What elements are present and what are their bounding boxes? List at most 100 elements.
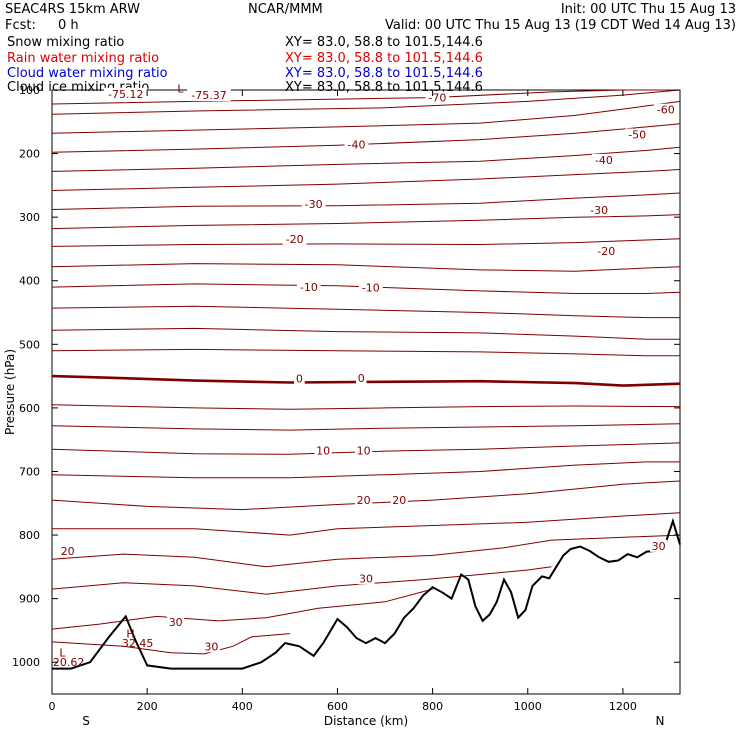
contour-label: -75.37 bbox=[191, 89, 226, 102]
contour-label-background bbox=[282, 232, 307, 245]
contour-line-12 bbox=[51, 327, 680, 340]
contour-label: -30 bbox=[590, 204, 608, 217]
contour-line-16 bbox=[51, 423, 681, 431]
extremum-label: L bbox=[177, 83, 184, 96]
y-tick-label: 800 bbox=[19, 529, 40, 542]
x-axis: 0 200 400 600 800 1000 1200 bbox=[49, 90, 637, 713]
plot-frame bbox=[51, 89, 681, 695]
contour-label-background bbox=[653, 103, 678, 116]
contour-line-6 bbox=[51, 192, 681, 210]
contour-label: -20 bbox=[597, 245, 615, 258]
field-snow-xy: XY= 83.0, 58.8 to 101.5,144.6 bbox=[285, 35, 483, 50]
contour-label-background bbox=[649, 539, 668, 552]
contour-label: 20 bbox=[392, 494, 406, 507]
terrain-line bbox=[52, 517, 681, 670]
contour-label-background bbox=[187, 89, 231, 102]
y-tick-label: 700 bbox=[19, 465, 40, 478]
contour-label: -30 bbox=[305, 198, 323, 211]
contour-label-background bbox=[425, 91, 450, 104]
contour-label: -10 bbox=[362, 282, 380, 295]
field-rain-xy: XY= 83.0, 58.8 to 101.5,144.6 bbox=[285, 51, 483, 66]
contour-line-17 bbox=[51, 442, 681, 455]
contour-label: -50 bbox=[628, 129, 646, 142]
init-time: Init: 00 UTC Thu 15 Aug 13 bbox=[560, 2, 736, 17]
y-tick-label: 1000 bbox=[12, 656, 40, 669]
contour-label-background bbox=[358, 281, 383, 294]
contour-label: 30 bbox=[169, 616, 183, 629]
x-end-label-right: N bbox=[656, 714, 665, 728]
contour-label-background bbox=[591, 153, 616, 166]
y-tick-label: 400 bbox=[19, 275, 40, 288]
contour-label-background bbox=[355, 494, 373, 507]
x-axis-title: Distance (km) bbox=[324, 714, 408, 728]
x-tick-label: 600 bbox=[327, 700, 348, 713]
contour-label: 10 bbox=[357, 444, 371, 457]
contour-line-0 bbox=[51, 89, 680, 105]
contour-label-background bbox=[587, 204, 612, 217]
contour-line-3 bbox=[51, 123, 681, 153]
terrain-layer bbox=[52, 517, 681, 670]
contour-label: 0 bbox=[296, 373, 303, 386]
y-tick-label: 500 bbox=[19, 338, 40, 351]
x-end-label-left: S bbox=[82, 714, 90, 728]
contour-label-background bbox=[625, 128, 650, 141]
contour-label-background bbox=[355, 372, 367, 385]
contour-label: 10 bbox=[316, 444, 330, 457]
contour-label-background bbox=[59, 544, 77, 557]
contour-line-1 bbox=[51, 89, 681, 115]
contour-line-21 bbox=[51, 534, 681, 568]
contour-label: 0 bbox=[358, 372, 365, 385]
extremum-label: 32.45 bbox=[122, 637, 154, 650]
field-cloudwater-name: Cloud water mixing ratio bbox=[7, 66, 168, 81]
x-tick-label: 1200 bbox=[609, 700, 637, 713]
x-tick-label: 800 bbox=[422, 700, 443, 713]
contour-line-2 bbox=[51, 100, 681, 134]
contour-label: -20 bbox=[286, 233, 304, 246]
contour-label-layer: -75.12 -75.37 -70 -60 -50 -40 -40 -30 -30 -20 -20 -… bbox=[53, 83, 678, 669]
contour-line-23 bbox=[51, 588, 433, 630]
extremum-label: H bbox=[126, 628, 134, 641]
contour-label-background bbox=[594, 244, 619, 257]
valid-time: Valid: 00 UTC Thu 15 Aug 13 (19 CDT Wed … bbox=[384, 18, 736, 33]
y-tick-label: 200 bbox=[19, 148, 40, 161]
y-tick-label: 100 bbox=[19, 84, 40, 97]
contour-label: 20 bbox=[61, 545, 75, 558]
contour-label: -75.12 bbox=[108, 88, 143, 101]
contour-label: -70 bbox=[428, 92, 446, 105]
field-cloudwater-xy: XY= 83.0, 58.8 to 101.5,144.6 bbox=[285, 66, 483, 81]
contour-line-14 bbox=[51, 374, 681, 387]
contour-line-20 bbox=[52, 512, 681, 536]
y-tick-label: 600 bbox=[19, 402, 40, 415]
contour-line-15 bbox=[51, 404, 681, 410]
contour-label-background bbox=[202, 640, 220, 653]
field-snow-name: Snow mixing ratio bbox=[7, 35, 125, 50]
contour-label: -40 bbox=[595, 154, 613, 167]
contour-label-background bbox=[297, 281, 321, 294]
contour-line-9 bbox=[51, 263, 681, 272]
field-rain-name: Rain water mixing ratio bbox=[7, 51, 160, 66]
contour-label: -10 bbox=[300, 281, 318, 294]
x-tick-label: 0 bbox=[49, 700, 56, 713]
contour-line-7 bbox=[51, 214, 681, 230]
contour-label: 30 bbox=[359, 572, 373, 585]
contour-label: 30 bbox=[652, 540, 666, 553]
contour-label-background bbox=[357, 572, 375, 585]
contour-line-5 bbox=[51, 169, 681, 191]
contour-label-background bbox=[301, 197, 326, 210]
contour-label-background bbox=[314, 444, 332, 457]
extremum-label: 20.62 bbox=[53, 656, 85, 669]
x-tick-label: 200 bbox=[137, 700, 158, 713]
forecast-value: 0 h bbox=[58, 18, 79, 33]
contour-line-19 bbox=[51, 480, 681, 511]
contour-label-background bbox=[103, 87, 148, 100]
contour-line-22 bbox=[51, 566, 552, 595]
contour-line-8 bbox=[51, 238, 681, 247]
model-title: SEAC4RS 15km ARW bbox=[5, 2, 141, 17]
field-cloudice-xy: XY= 83.0, 58.8 to 101.5,144.6 bbox=[285, 80, 483, 95]
contour-line-18 bbox=[51, 461, 680, 479]
contour-label: 30 bbox=[204, 640, 218, 653]
y-tick-label: 300 bbox=[19, 211, 40, 224]
contour-label: -60 bbox=[657, 104, 675, 117]
